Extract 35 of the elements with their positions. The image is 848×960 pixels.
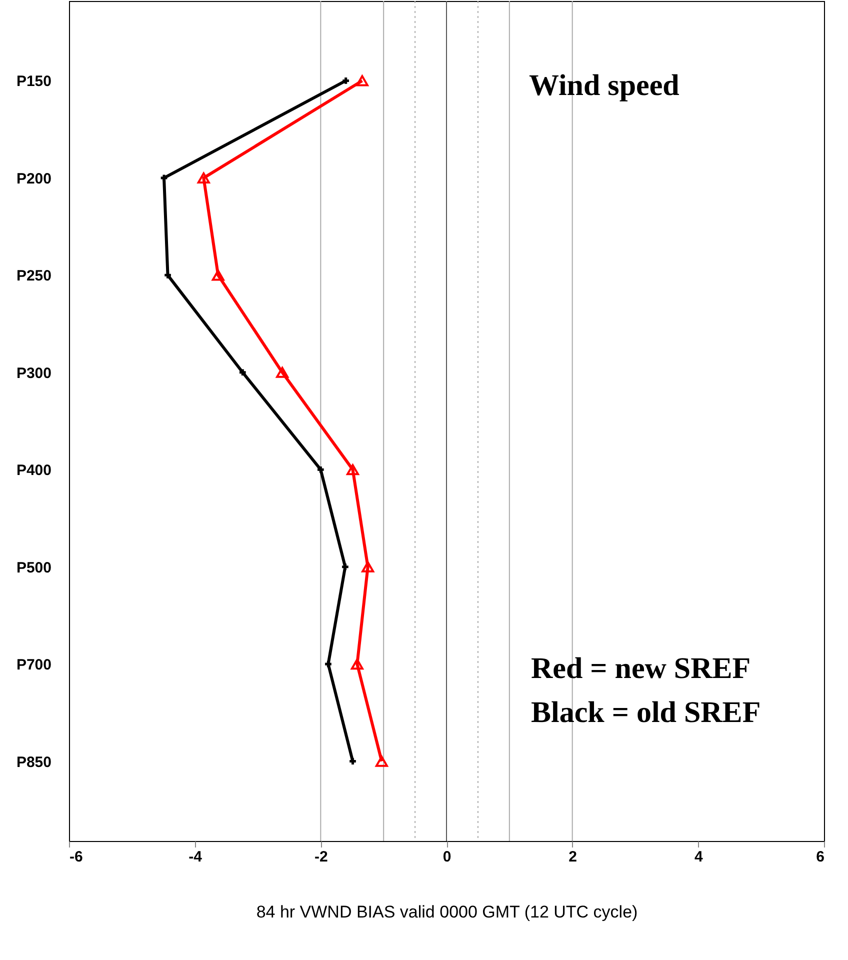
point bbox=[239, 369, 246, 376]
point bbox=[350, 658, 364, 670]
annotation: Wind speed bbox=[529, 69, 680, 102]
x-tick-label: 6 bbox=[816, 848, 824, 866]
point bbox=[212, 270, 224, 281]
x-tick-label: 2 bbox=[568, 848, 578, 866]
y-tick-label: P400 bbox=[16, 462, 52, 480]
point bbox=[350, 758, 356, 764]
x-tick-label: 0 bbox=[442, 848, 452, 866]
y-tick-label: P700 bbox=[16, 656, 52, 674]
y-tick-label: P250 bbox=[16, 268, 52, 285]
point bbox=[197, 172, 210, 184]
point bbox=[342, 564, 348, 570]
y-tick-label: P500 bbox=[16, 559, 52, 576]
point bbox=[375, 756, 388, 767]
annotation: Black = old SREF bbox=[531, 696, 761, 729]
x-tick-label: -2 bbox=[314, 848, 328, 866]
point bbox=[318, 466, 324, 473]
x-tick-label: -4 bbox=[188, 848, 203, 866]
x-tick-label: -6 bbox=[70, 848, 83, 866]
point bbox=[346, 464, 359, 476]
annotation: Red = new SREF bbox=[531, 652, 751, 685]
x-tick-label: 4 bbox=[694, 848, 704, 866]
point bbox=[356, 75, 368, 86]
point bbox=[276, 366, 289, 378]
y-tick-label: P150 bbox=[16, 73, 52, 90]
point bbox=[342, 78, 349, 84]
point bbox=[325, 660, 332, 668]
point bbox=[362, 561, 374, 572]
point bbox=[160, 174, 168, 182]
point bbox=[164, 272, 171, 278]
x-axis-title: 84 hr VWND BIAS valid 0000 GMT (12 UTC cycle) bbox=[256, 902, 638, 922]
y-tick-label: P850 bbox=[16, 754, 52, 771]
y-tick-label: P300 bbox=[16, 364, 52, 382]
y-tick-label: P200 bbox=[16, 170, 52, 188]
